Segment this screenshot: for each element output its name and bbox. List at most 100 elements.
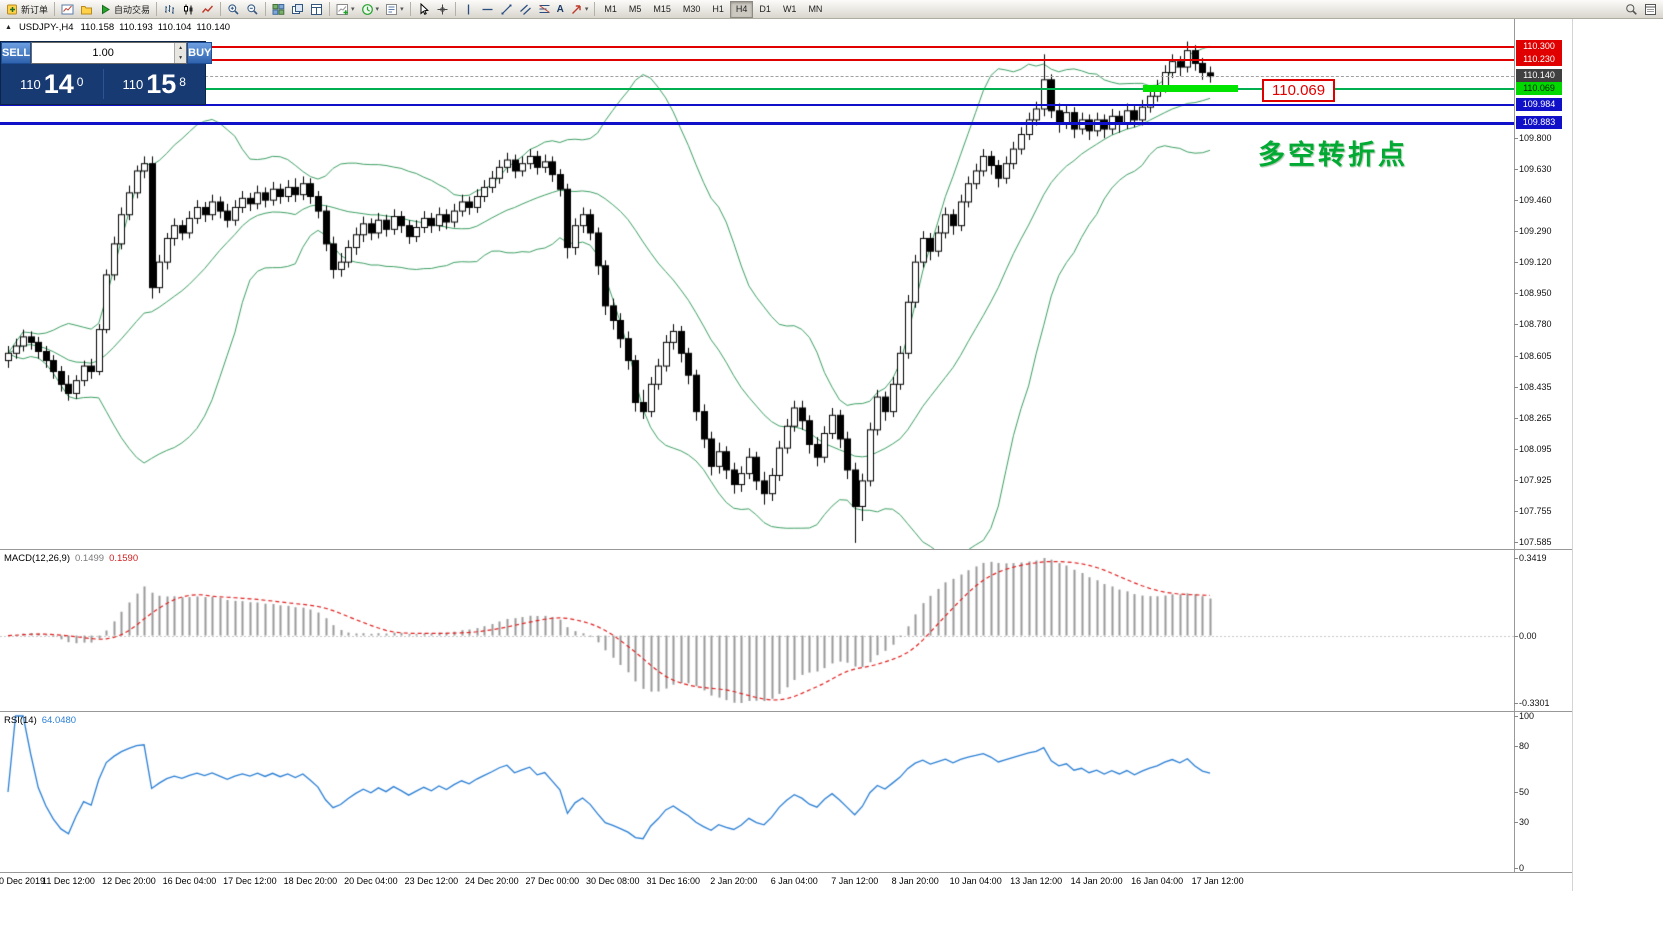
chart-window-icon xyxy=(61,3,74,16)
macd-panel: MACD(12,26,9) 0.1499 0.1590 xyxy=(0,550,1572,711)
turning-point-annotation[interactable]: 多空转折点 xyxy=(1258,140,1408,170)
line-chart-icon xyxy=(201,3,214,16)
new-order-button-label: 新订单 xyxy=(21,4,49,15)
trendline-button[interactable] xyxy=(497,1,516,18)
zoom-in-button[interactable] xyxy=(224,1,243,18)
time-axis-label: 10 Jan 04:00 xyxy=(949,876,1002,886)
indicators-button[interactable]: ▾ xyxy=(333,1,358,18)
time-axis-label: 23 Dec 12:00 xyxy=(404,876,459,886)
chart-symbol-period: USDJPY-,H4 xyxy=(18,22,74,33)
sell-price-big: 14 xyxy=(43,68,74,99)
panel-separator[interactable] xyxy=(0,549,1572,550)
price-annotation-box[interactable]: 110.069 xyxy=(1262,79,1336,102)
price-axis-label: 108.605 xyxy=(1514,351,1552,361)
timeframe-w1[interactable]: W1 xyxy=(777,1,803,18)
periods-button[interactable]: ▾ xyxy=(358,1,383,18)
cursor-icon xyxy=(417,2,430,16)
candles-chart-icon xyxy=(182,3,195,16)
tile-windows-button[interactable] xyxy=(269,1,288,18)
time-axis-label: 10 Dec 2019 xyxy=(0,876,46,886)
text-tool-button[interactable]: A xyxy=(554,1,567,18)
channel-button[interactable] xyxy=(516,1,535,18)
price-tag-109.984: 109.984 xyxy=(1516,98,1562,111)
chart-title: ▲ USDJPY-,H4 110.158 110.193 110.104 110… xyxy=(5,22,230,33)
timeframe-h1[interactable]: H1 xyxy=(706,1,730,18)
profiles-icon xyxy=(80,3,93,16)
templates-button[interactable]: ▾ xyxy=(382,1,407,18)
timeframe-m1[interactable]: M1 xyxy=(598,1,623,18)
chevron-down-icon: ▾ xyxy=(351,6,355,13)
volume-input[interactable] xyxy=(32,43,175,63)
chevron-down-icon: ▾ xyxy=(584,6,589,13)
chart-open: 110.158 xyxy=(80,22,115,33)
price-tag-110.230: 110.230 xyxy=(1516,53,1562,66)
chevron-down-icon: ▾ xyxy=(400,6,404,13)
timeframe-m30[interactable]: M30 xyxy=(677,1,707,18)
new-order-button[interactable]: 新订单 xyxy=(3,1,51,18)
crosshair-button[interactable] xyxy=(433,1,452,18)
panel-separator[interactable] xyxy=(0,711,1572,712)
price-axis-label: 109.630 xyxy=(1514,164,1552,174)
bar-chart-button[interactable] xyxy=(160,1,179,18)
macd-axis-label: 0.00 xyxy=(1514,631,1537,641)
sell-price-sup: 0 xyxy=(76,74,84,89)
timeframe-mn[interactable]: MN xyxy=(802,1,828,18)
time-axis-label: 18 Dec 20:00 xyxy=(283,876,338,886)
sell-price-base: 110 xyxy=(20,76,41,92)
timeframe-m5[interactable]: M5 xyxy=(623,1,648,18)
price-axis-label: 109.460 xyxy=(1514,195,1552,205)
time-axis-label: 7 Jan 12:00 xyxy=(831,876,879,886)
time-axis-label: 8 Jan 20:00 xyxy=(891,876,939,886)
toolbar-separator xyxy=(156,2,158,16)
price-axis-label: 107.755 xyxy=(1514,506,1552,516)
price-chart-canvas[interactable] xyxy=(0,19,1514,549)
sell-price: 110 14 0 xyxy=(1,68,103,99)
cursor-button[interactable] xyxy=(414,1,433,18)
rsi-panel: RSI(14) 64.0480 xyxy=(0,712,1572,872)
windows-list-button[interactable] xyxy=(1641,1,1660,18)
rsi-canvas[interactable] xyxy=(0,712,1514,872)
cascade-windows-button[interactable] xyxy=(288,1,307,18)
symbol-search-button[interactable] xyxy=(1622,1,1641,18)
fibonacci-icon xyxy=(538,3,551,16)
time-axis-label: 6 Jan 04:00 xyxy=(770,876,818,886)
cascade-windows-icon xyxy=(291,3,304,16)
zoom-out-button[interactable] xyxy=(243,1,262,18)
main-chart-panel: ▲ USDJPY-,H4 110.158 110.193 110.104 110… xyxy=(0,19,1572,549)
arrange-windows-button[interactable] xyxy=(307,1,326,18)
chart-window-border xyxy=(1572,19,1573,891)
timeframe-m15[interactable]: M15 xyxy=(647,1,677,18)
new-order-icon xyxy=(6,3,19,16)
candlestick-chart-button[interactable] xyxy=(179,1,198,18)
fibonacci-button[interactable] xyxy=(535,1,554,18)
sell-button[interactable]: SELL xyxy=(1,42,32,64)
macd-canvas[interactable] xyxy=(0,550,1514,711)
time-axis-label: 31 Dec 16:00 xyxy=(646,876,701,886)
price-divider xyxy=(102,69,104,99)
rsi-label: RSI(14) 64.0480 xyxy=(4,715,76,726)
buy-button[interactable]: BUY xyxy=(187,42,213,64)
toolbar-separator xyxy=(594,2,596,16)
time-axis-label: 30 Dec 08:00 xyxy=(586,876,640,886)
auto-trading-button[interactable]: 自动交易 xyxy=(96,1,153,18)
timeframe-h4[interactable]: H4 xyxy=(729,0,754,18)
time-axis-label: 12 Dec 20:00 xyxy=(102,876,156,886)
vertical-line-icon xyxy=(462,3,475,16)
volume-spinner: ▲ ▼ xyxy=(174,43,187,63)
chart-close: 110.140 xyxy=(196,22,231,33)
charts-window-button[interactable] xyxy=(58,1,77,18)
time-axis-label: 16 Dec 04:00 xyxy=(162,876,217,886)
chart-workspace: ▲ USDJPY-,H4 110.158 110.193 110.104 110… xyxy=(0,19,1663,944)
arrows-button[interactable]: ▾ xyxy=(567,1,592,18)
line-chart-button[interactable] xyxy=(198,1,217,18)
vertical-line-button[interactable] xyxy=(459,1,478,18)
price-axis-label: 109.120 xyxy=(1514,257,1552,267)
volume-down-button[interactable]: ▼ xyxy=(175,53,187,63)
horizontal-line-button[interactable] xyxy=(478,1,497,18)
search-icon xyxy=(1625,3,1638,16)
support-zone-segment[interactable] xyxy=(1143,85,1238,92)
timeframe-d1[interactable]: D1 xyxy=(753,1,777,18)
volume-up-button[interactable]: ▲ xyxy=(175,43,187,53)
profiles-button[interactable] xyxy=(77,1,96,18)
